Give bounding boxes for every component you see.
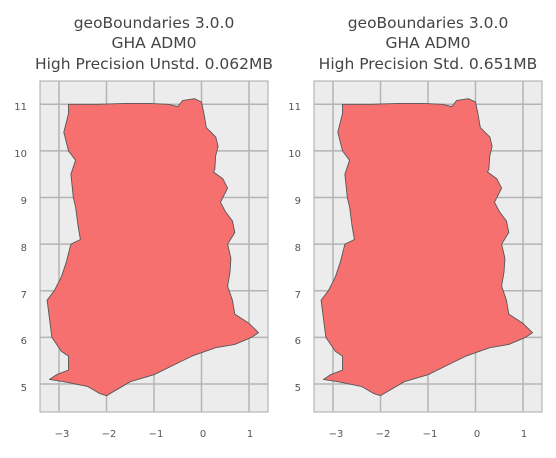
y-tick-label: 6 xyxy=(21,336,27,347)
x-tick-label: −1 xyxy=(423,429,438,440)
y-tick-label: 8 xyxy=(21,243,27,254)
y-tick-label: 5 xyxy=(295,383,301,394)
y-tick-label: 9 xyxy=(21,196,27,207)
panel-title-line-1: geoBoundaries 3.0.0 xyxy=(348,14,509,32)
y-tick-label: 11 xyxy=(288,102,301,113)
y-axis: 5 6 7 8 9 10 11 xyxy=(14,102,27,394)
panel-title-line-2: GHA ADM0 xyxy=(386,34,471,52)
x-tick-label: −3 xyxy=(329,429,344,440)
map-panel-left: geoBoundaries 3.0.0 GHA ADM0 High Precis… xyxy=(14,14,273,440)
x-axis: −3 −2 −1 0 1 xyxy=(329,429,528,440)
x-tick-label: 1 xyxy=(247,429,253,440)
panel-title-line-1: geoBoundaries 3.0.0 xyxy=(74,14,235,32)
y-tick-label: 10 xyxy=(14,149,27,160)
ghana-boundary xyxy=(320,98,533,397)
y-tick-label: 7 xyxy=(21,290,27,301)
y-tick-label: 11 xyxy=(14,102,27,113)
y-tick-label: 6 xyxy=(295,336,301,347)
y-tick-label: 8 xyxy=(295,243,301,254)
panel-title-line-3: High Precision Std. 0.651MB xyxy=(319,55,538,73)
x-tick-label: 0 xyxy=(200,429,206,440)
x-tick-label: 0 xyxy=(474,429,480,440)
y-tick-label: 7 xyxy=(295,290,301,301)
x-tick-label: −1 xyxy=(149,429,164,440)
y-tick-label: 9 xyxy=(295,196,301,207)
x-tick-label: −2 xyxy=(376,429,391,440)
x-tick-label: 1 xyxy=(521,429,527,440)
y-tick-label: 5 xyxy=(21,383,27,394)
x-axis: −3 −2 −1 0 1 xyxy=(55,429,254,440)
map-panel-right: geoBoundaries 3.0.0 GHA ADM0 High Precis… xyxy=(288,14,543,440)
panel-title-line-3: High Precision Unstd. 0.062MB xyxy=(35,55,273,73)
y-tick-label: 10 xyxy=(288,149,301,160)
panel-title-line-2: GHA ADM0 xyxy=(112,34,197,52)
ghana-boundary xyxy=(46,98,259,397)
x-tick-label: −2 xyxy=(102,429,117,440)
x-tick-label: −3 xyxy=(55,429,70,440)
y-axis: 5 6 7 8 9 10 11 xyxy=(288,102,301,394)
